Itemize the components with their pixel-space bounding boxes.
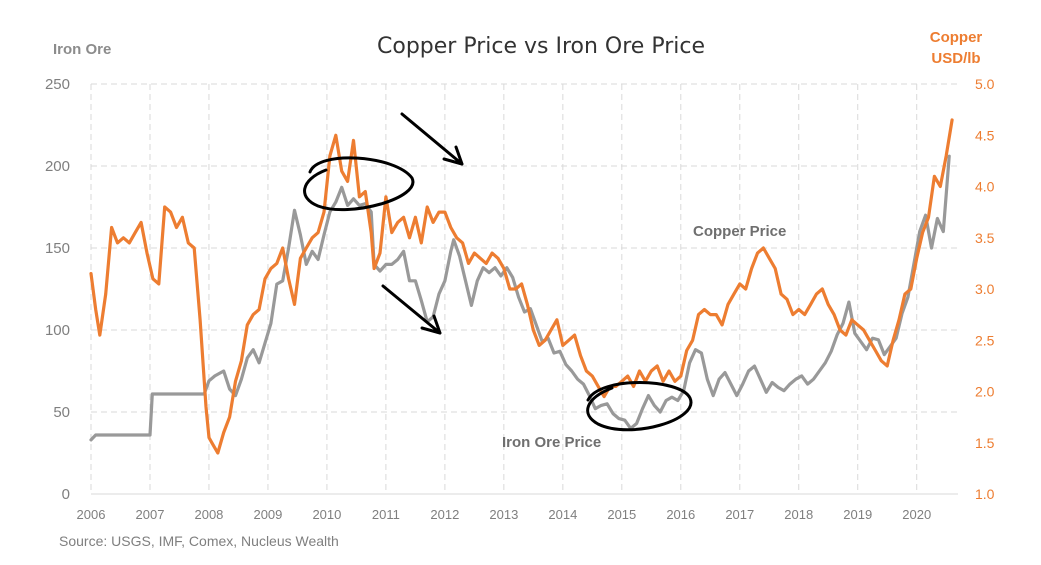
- x-tick-label: 2011: [372, 507, 400, 522]
- y-right-tick-label: 4.0: [975, 179, 995, 195]
- y-right-tick-label: 1.5: [975, 435, 995, 451]
- ink-annotations: [303, 112, 693, 432]
- arrow-ink-lower: [381, 284, 442, 335]
- y-left-tick-label: 0: [62, 486, 70, 503]
- ellipse-ink-2010: [303, 156, 415, 211]
- x-tick-label: 2015: [607, 507, 636, 522]
- y-left-tick-label: 150: [45, 240, 70, 257]
- copper-price-label: Copper Price: [693, 223, 786, 240]
- y-left-tick-label: 50: [53, 404, 70, 421]
- y-right-tick-label: 4.5: [975, 127, 995, 143]
- source-note: Source: USGS, IMF, Comex, Nucleus Wealth: [59, 533, 339, 549]
- x-tick-label: 2010: [312, 507, 341, 522]
- y-left-tick-label: 250: [45, 76, 70, 93]
- y-left-axis-title: Iron Ore: [53, 41, 111, 58]
- y-right-tick-label: 2.0: [975, 384, 995, 400]
- x-tick-label: 2013: [489, 507, 518, 522]
- y-right-tick-label: 1.0: [975, 486, 995, 502]
- x-tick-label: 2006: [77, 507, 106, 522]
- x-tick-label: 2017: [725, 507, 754, 522]
- x-tick-label: 2007: [136, 507, 165, 522]
- y-right-tick-label: 3.0: [975, 281, 995, 297]
- iron-ore-price-label: Iron Ore Price: [502, 434, 601, 451]
- arrow-ink-upper: [400, 112, 464, 166]
- ellipse-ink-2015: [586, 381, 693, 432]
- y-right-axis-title-line2: USD/lb: [931, 50, 980, 67]
- chart-title: Copper Price vs Iron Ore Price: [377, 34, 705, 59]
- x-tick-label: 2009: [253, 507, 282, 522]
- x-tick-label: 2014: [548, 507, 577, 522]
- iron-ore-series-line: [89, 154, 951, 442]
- y-left-tick-label: 100: [45, 322, 70, 339]
- x-tick-label: 2020: [902, 507, 931, 522]
- y-right-tick-label: 3.5: [975, 230, 995, 246]
- x-tick-label: 2018: [784, 507, 813, 522]
- x-tick-label: 2012: [430, 507, 459, 522]
- copper-series-line: [89, 118, 954, 455]
- grid-lines: [90, 83, 958, 495]
- x-tick-label: 2019: [843, 507, 872, 522]
- series-lines: [89, 118, 954, 455]
- y-right-tick-label: 2.5: [975, 332, 995, 348]
- x-tick-label: 2008: [194, 507, 223, 522]
- tick-labels: 0 50 100 150 200 250 1.0 1.5 2.0 2.5 3.0 3.5 4.0 4.5 5…: [45, 76, 995, 522]
- y-left-tick-label: 200: [45, 158, 70, 175]
- y-right-axis-title-line1: Copper: [930, 29, 983, 46]
- y-right-tick-label: 5.0: [975, 76, 995, 92]
- x-tick-label: 2016: [666, 507, 695, 522]
